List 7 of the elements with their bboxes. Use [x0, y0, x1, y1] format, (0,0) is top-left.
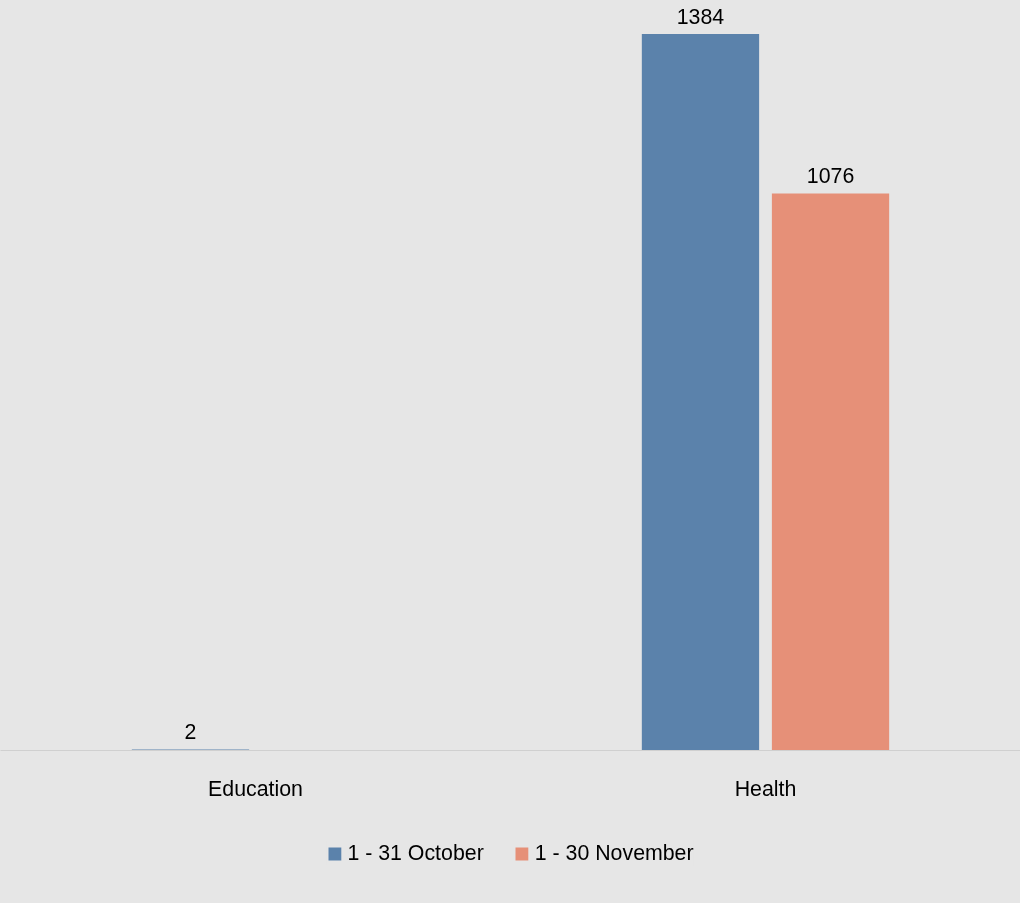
data-label: 1384 — [676, 5, 725, 30]
data-label: 2 — [184, 720, 197, 745]
legend-label: 1 - 30 November — [534, 840, 694, 866]
data-label: 1076 — [806, 164, 855, 189]
legend-label: 1 - 31 October — [347, 840, 484, 866]
x-tick-label: Education — [208, 776, 303, 801]
x-tick-label: Health — [734, 776, 797, 801]
